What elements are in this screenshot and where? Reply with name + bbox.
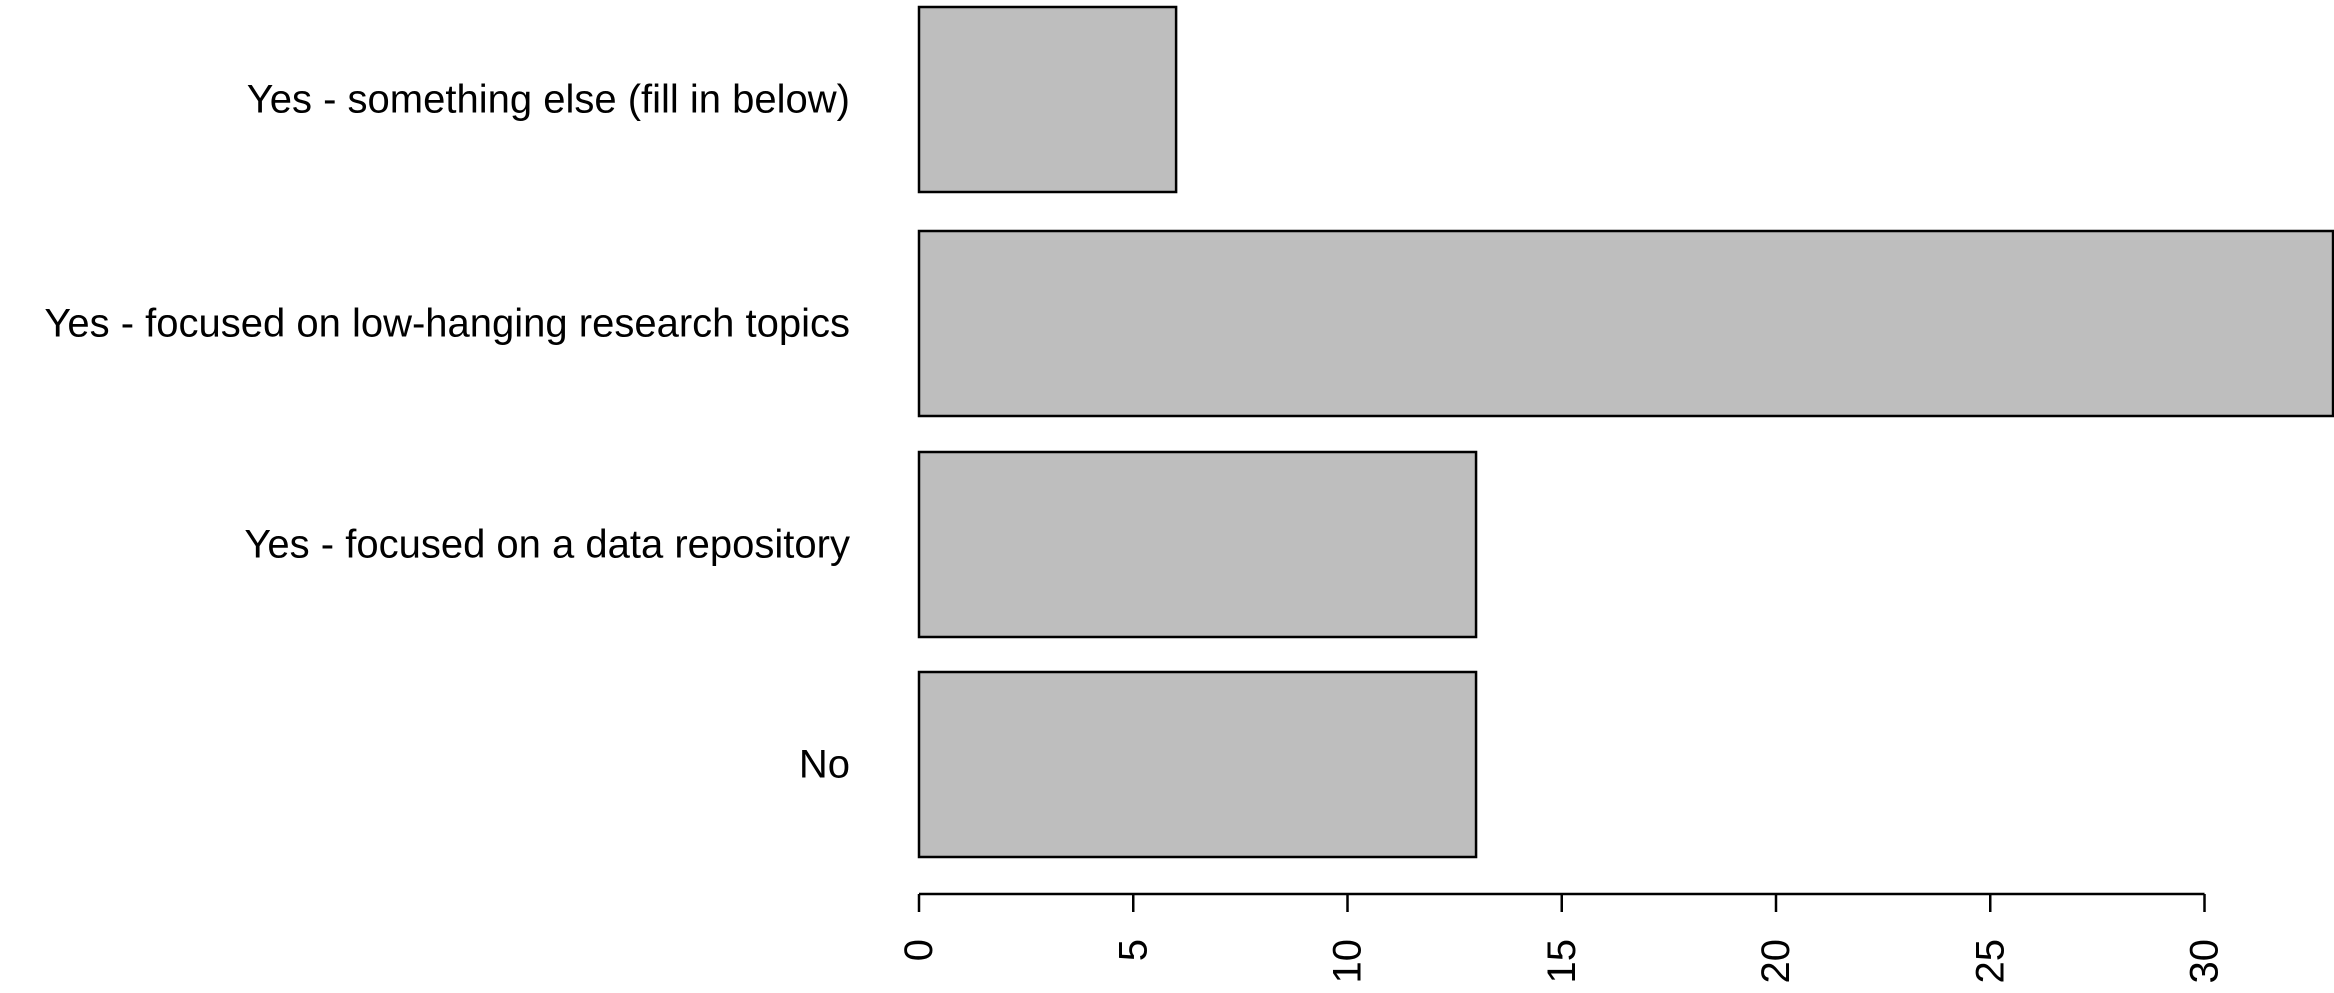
x-tick-label-30: 30: [2183, 939, 2227, 984]
category-label-yes-focused-on-low-hanging-research-topics: Yes - focused on low-hanging research to…: [44, 302, 850, 346]
x-tick-label-25: 25: [1968, 939, 2012, 984]
x-tick-label-20: 20: [1754, 939, 1798, 984]
category-label-no: No: [799, 743, 850, 787]
category-label-yes-something-else-fill-in-below: Yes - something else (fill in below): [247, 78, 850, 122]
x-tick-label-0: 0: [897, 939, 941, 961]
bar-yes-focused-on-a-data-repository: [917, 450, 1478, 639]
x-tick-label-5: 5: [1111, 939, 1155, 961]
bars-layer: [917, 5, 2334, 859]
bar-yes-focused-on-low-hanging-research-topics: [917, 229, 2334, 418]
x-tick-label-15: 15: [1540, 939, 1584, 984]
bar-yes-something-else-fill-in-below: [917, 5, 1178, 194]
category-label-yes-focused-on-a-data-repository: Yes - focused on a data repository: [244, 523, 850, 567]
category-labels: Yes - something else (fill in below) Yes …: [44, 78, 850, 787]
x-axis: 0 5 10 15 20 25 30: [897, 892, 2227, 984]
bar-no: [917, 670, 1478, 859]
x-tick-label-10: 10: [1326, 939, 1370, 984]
